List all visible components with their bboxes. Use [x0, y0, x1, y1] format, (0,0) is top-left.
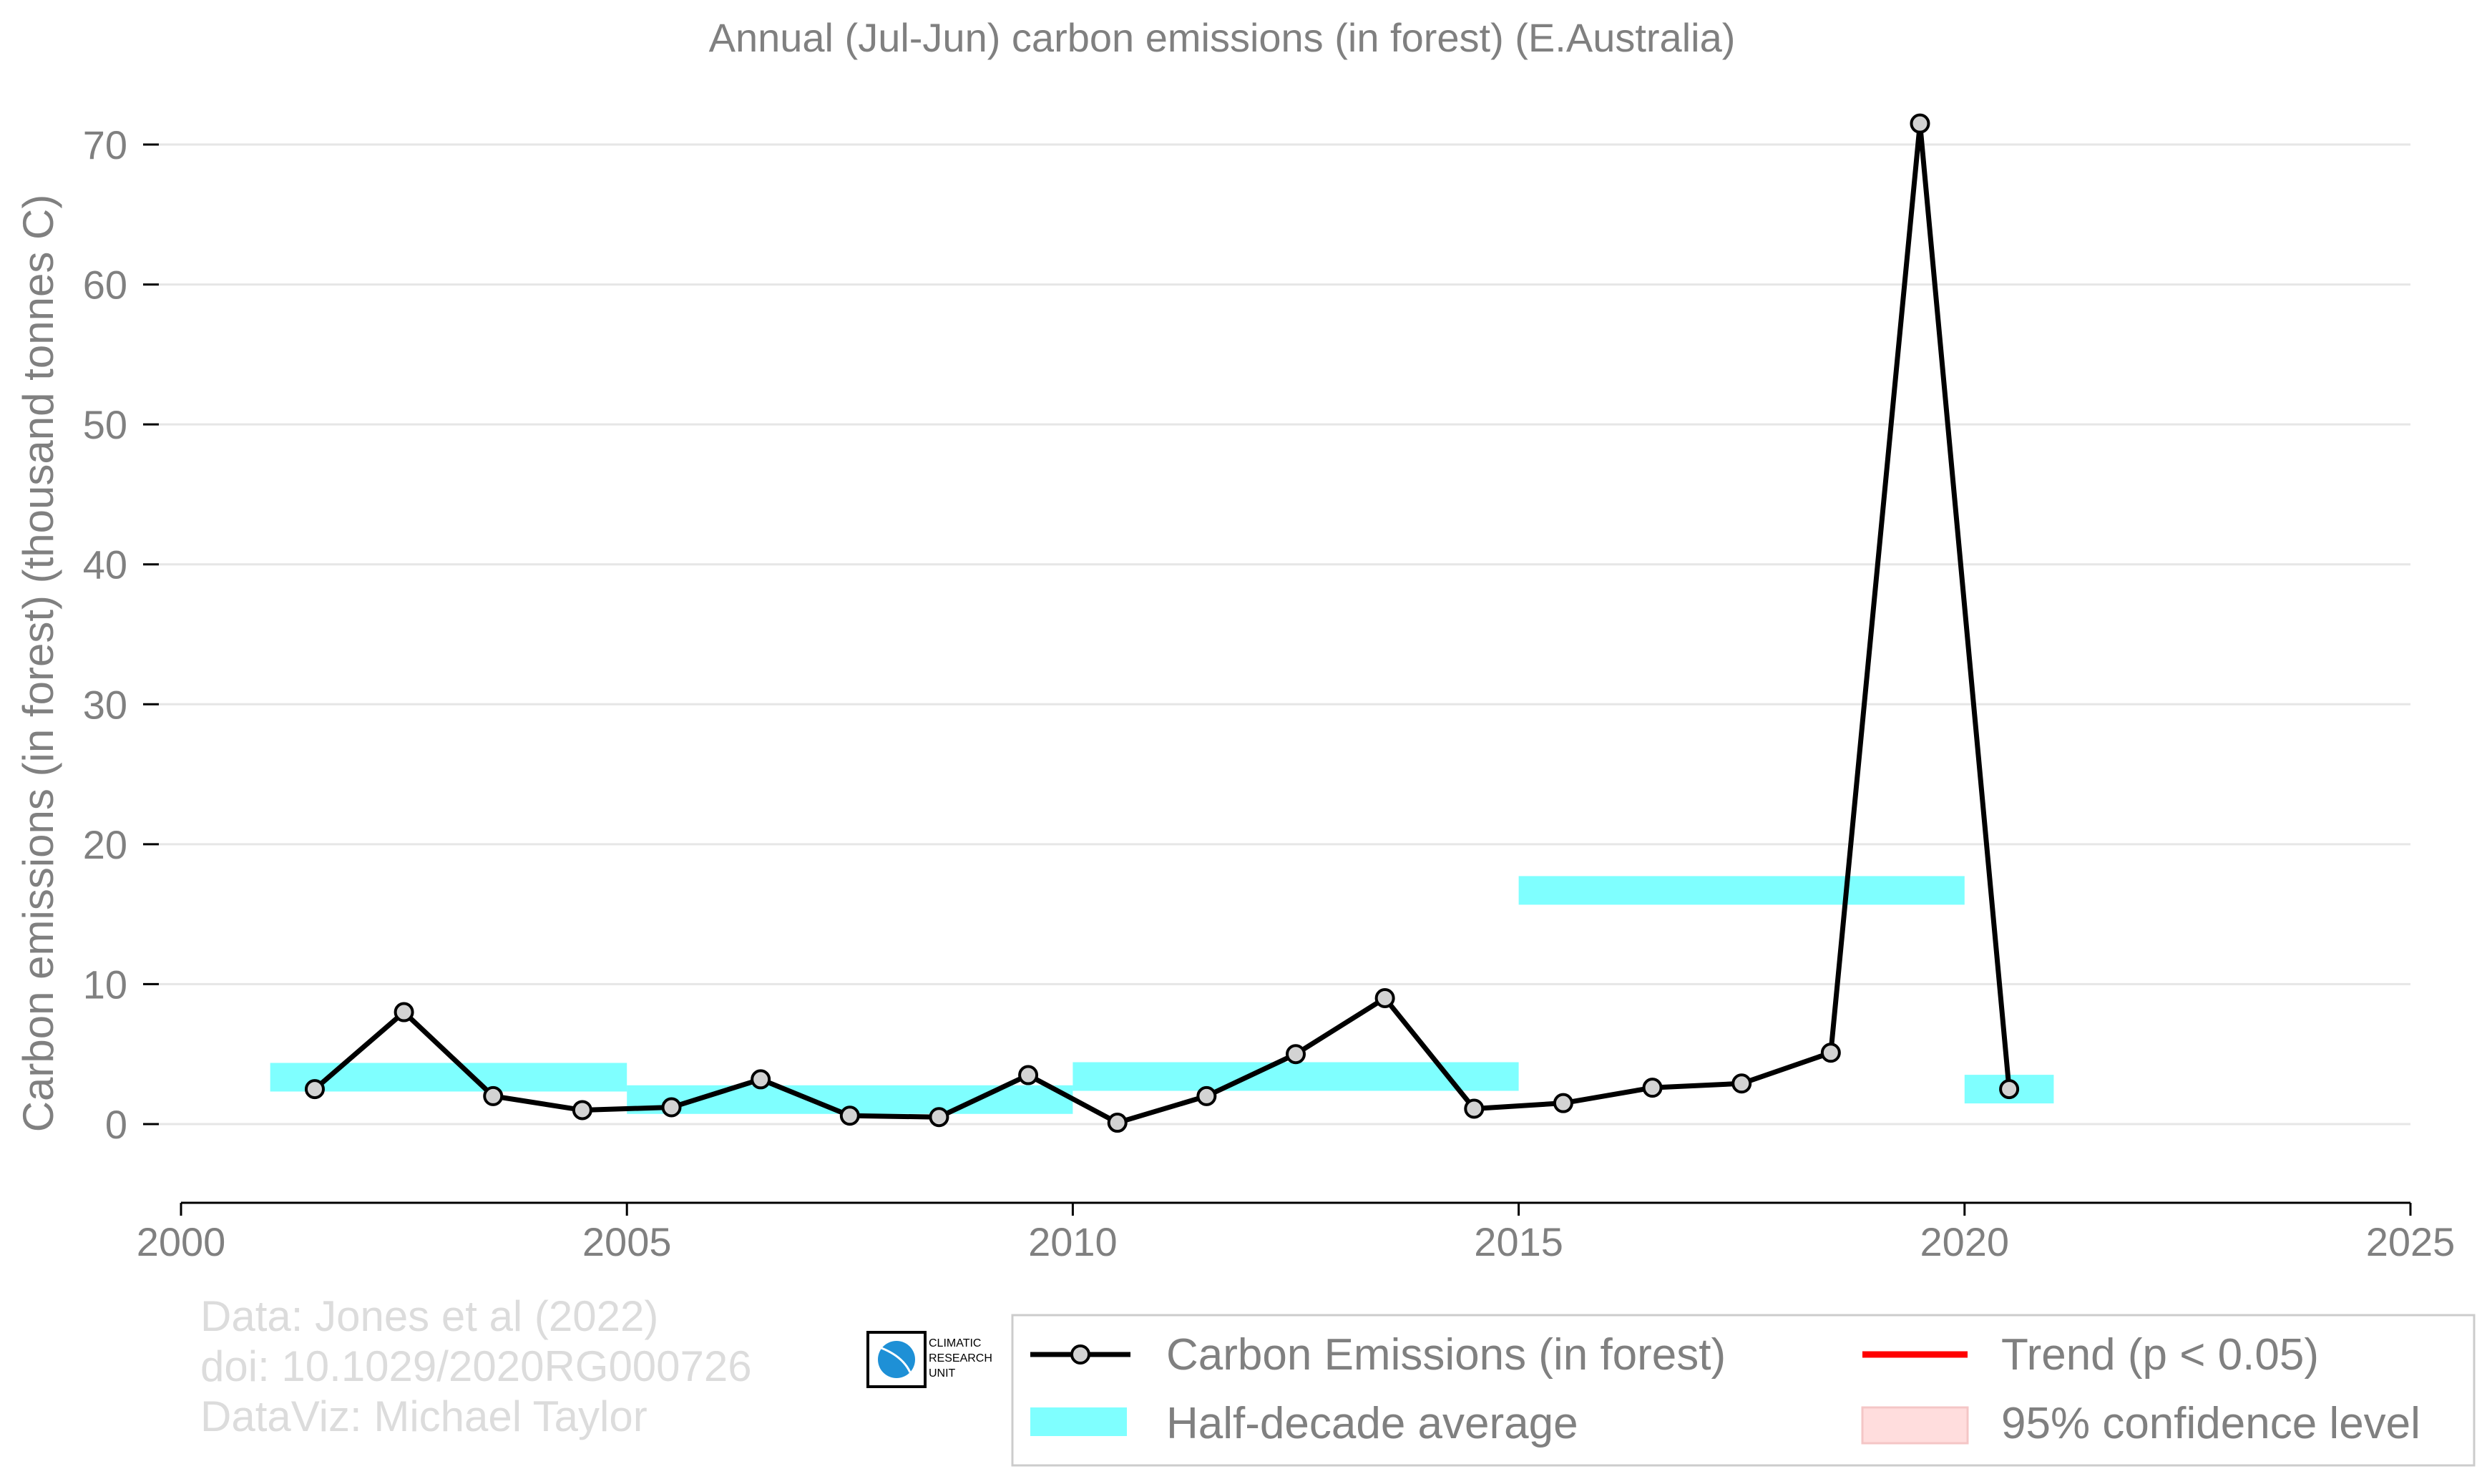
logo-text-2: RESEARCH: [929, 1352, 992, 1365]
legend-frame: [1011, 1314, 2476, 1467]
emissions-point-2: [483, 1085, 504, 1106]
credit-doi: doi: 10.1029/2020RG000726: [200, 1342, 752, 1390]
credit-data-source: Data: Jones et al (2022): [200, 1292, 658, 1340]
y-tick-label-20: 20: [83, 822, 127, 867]
half-decade-average-bars: [270, 876, 2054, 1114]
y-tick-labels: 0 10 20 30 40 50 60 70: [83, 122, 127, 1147]
emissions-point-8: [1018, 1065, 1039, 1085]
logo-text-1: CLIMATIC: [929, 1337, 981, 1349]
legend-confidence-label: 95% confidence level: [2001, 1399, 2420, 1448]
y-tick-label-50: 50: [83, 402, 127, 447]
average-bar-2: [1073, 1062, 1519, 1091]
y-tick-label-60: 60: [83, 263, 127, 308]
emissions-point-17: [1820, 1043, 1841, 1063]
emissions-point-19: [1999, 1079, 2020, 1100]
credit-dataviz: DataViz: Michael Taylor: [200, 1392, 648, 1440]
emissions-point-16: [1731, 1073, 1752, 1094]
emissions-line: [313, 121, 2012, 1126]
average-bar-3: [1518, 876, 1965, 905]
y-axis-label: Carbon emissions (in forest) (thousand t…: [14, 195, 62, 1133]
emissions-point-10: [1196, 1085, 1217, 1106]
emissions-point-6: [839, 1105, 860, 1126]
emissions-point-5: [751, 1069, 771, 1090]
emissions-point-12: [1374, 987, 1395, 1008]
legend-average-swatch: [1030, 1407, 1127, 1436]
logo-frame: [866, 1331, 927, 1388]
y-tick-label-0: 0: [105, 1102, 127, 1147]
x-tick-label-2025: 2025: [2366, 1219, 2456, 1264]
y-tick-label-40: 40: [83, 542, 127, 587]
globe-swoosh: [881, 1347, 912, 1373]
gridlines: [143, 143, 2410, 1126]
chart-title: Annual (Jul-Jun) carbon emissions (in fo…: [709, 15, 1736, 60]
legend-emissions-marker: [1070, 1344, 1090, 1365]
emissions-point-15: [1642, 1078, 1663, 1098]
emissions-point-9: [1107, 1113, 1128, 1133]
emissions-series: [304, 113, 2020, 1133]
emissions-point-7: [929, 1107, 949, 1128]
legend-trend-label: Trend (p < 0.05): [2001, 1330, 2319, 1380]
cru-logo: CLIMATIC RESEARCH UNIT: [866, 1331, 992, 1388]
x-tick-label-2010: 2010: [1028, 1219, 1118, 1264]
emissions-point-11: [1286, 1044, 1306, 1065]
emissions-point-0: [304, 1079, 325, 1100]
x-tick-label-2015: 2015: [1474, 1219, 1563, 1264]
legend: Carbon Emissions (in forest) Half-decade…: [1011, 1314, 2476, 1467]
legend-confidence-swatch: [1861, 1406, 1969, 1445]
x-tick-label-2000: 2000: [137, 1219, 226, 1264]
logo-text-3: UNIT: [929, 1367, 956, 1380]
x-tick-label-2020: 2020: [1920, 1219, 2010, 1264]
y-tick-label-30: 30: [83, 682, 127, 727]
y-tick-label-10: 10: [83, 962, 127, 1007]
legend-average-label: Half-decade average: [1166, 1399, 1578, 1448]
emissions-point-4: [661, 1097, 682, 1118]
emissions-point-18: [1910, 113, 1930, 134]
emissions-point-13: [1464, 1098, 1485, 1119]
x-tick-label-2005: 2005: [582, 1219, 672, 1264]
emissions-point-1: [394, 1002, 414, 1022]
emissions-point-14: [1553, 1093, 1573, 1113]
legend-emissions-label: Carbon Emissions (in forest): [1166, 1330, 1726, 1380]
emissions-point-3: [572, 1100, 592, 1121]
y-tick-label-70: 70: [83, 122, 127, 167]
x-axis-ticks: 2000 2005 2010 2015 2020 2025: [137, 1203, 2456, 1264]
